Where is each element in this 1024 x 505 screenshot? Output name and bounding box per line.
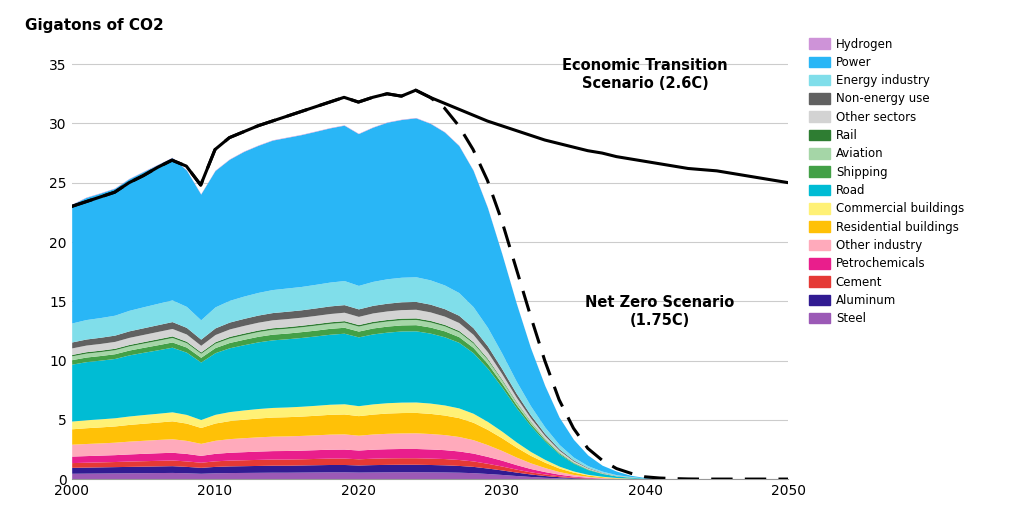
Text: Gigatons of CO2: Gigatons of CO2 <box>26 19 164 33</box>
Text: Net Zero Scenario
(1.75C): Net Zero Scenario (1.75C) <box>585 295 734 328</box>
Text: Economic Transition
Scenario (2.6C): Economic Transition Scenario (2.6C) <box>562 58 728 90</box>
Legend: Hydrogen, Power, Energy industry, Non-energy use, Other sectors, Rail, Aviation,: Hydrogen, Power, Energy industry, Non-en… <box>809 37 965 325</box>
